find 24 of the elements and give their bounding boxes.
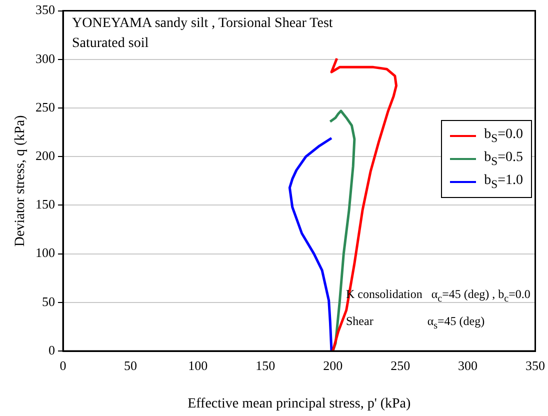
x-tick-label: 50 xyxy=(124,358,137,374)
x-tick-label: 150 xyxy=(256,358,276,374)
x-tick-label: 350 xyxy=(526,358,545,374)
chart-title: YONEYAMA sandy silt , Torsional Shear Test xyxy=(72,15,333,33)
x-tick-label: 0 xyxy=(60,358,66,374)
y-axis-title: Deviator stress, q (kPa) xyxy=(13,114,28,247)
y-tick-label: 300 xyxy=(36,50,55,66)
x-axis-title: Effective mean principal stress, p' (kPa) xyxy=(188,396,411,412)
legend-label: b$_{S}$=0.5 xyxy=(484,148,523,170)
x-tick-label: 250 xyxy=(390,358,410,374)
x-tick-label: 300 xyxy=(458,358,478,374)
x-tick-label: 100 xyxy=(188,358,208,374)
legend-label: b$_{S}$=0.0 xyxy=(484,126,523,147)
annotation: Shear α$_{s}$=45 (deg) xyxy=(346,313,486,334)
y-tick-label: 350 xyxy=(36,2,55,18)
text: Saturated soil xyxy=(72,35,150,53)
legend-label: b$_{S}$=1.0 xyxy=(484,172,523,192)
y-tick-label: 200 xyxy=(36,148,55,164)
y-tick-label: 150 xyxy=(36,196,55,212)
y-tick-label: 250 xyxy=(36,99,55,114)
y-tick-label: 100 xyxy=(36,245,55,260)
x-tick-label: 200 xyxy=(323,358,343,374)
y-tick-label: 0 xyxy=(48,342,55,358)
y-tick-label: 50 xyxy=(42,294,55,309)
